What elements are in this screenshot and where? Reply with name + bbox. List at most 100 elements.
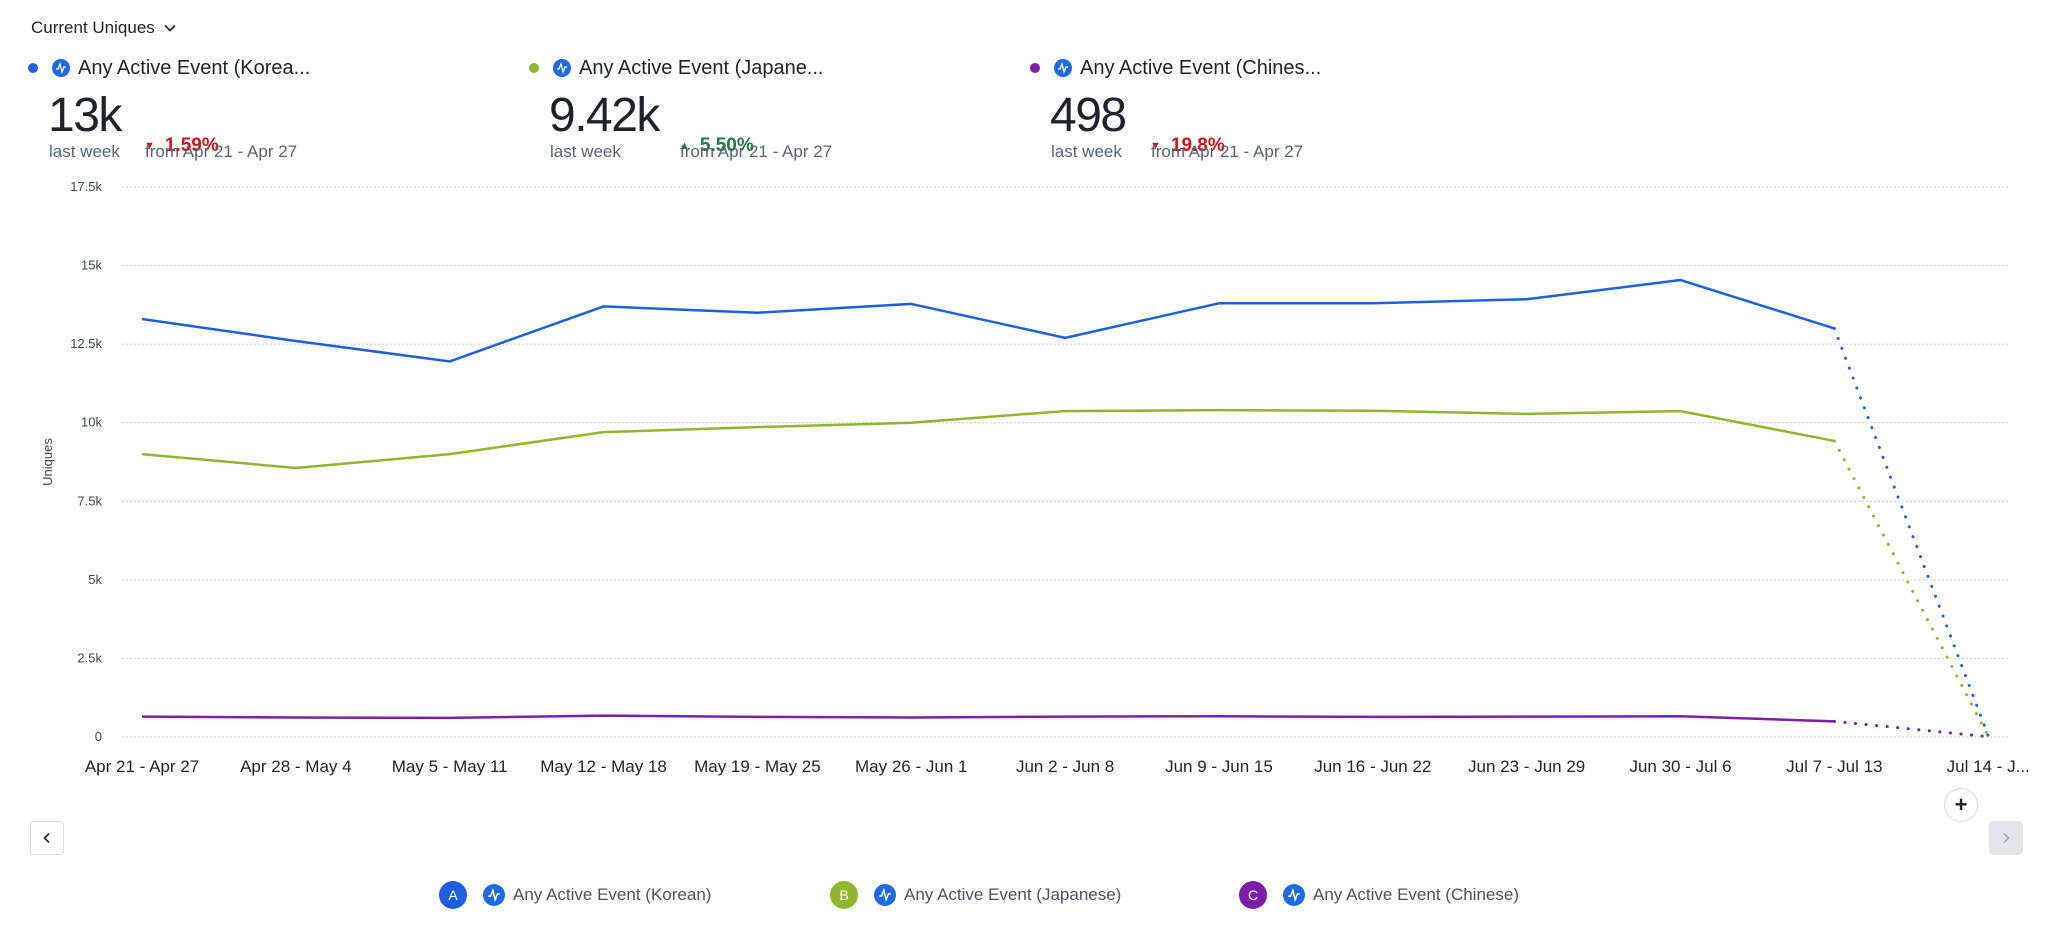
series-incomplete-segment [1832, 719, 1990, 739]
data-point[interactable] [752, 308, 762, 318]
x-tick-label: Jun 23 - Jun 29 [1468, 757, 1585, 776]
legend-item-chinese[interactable]: C Any Active Event (Chinese) [1239, 877, 1519, 913]
kpi-period-label: last week [550, 142, 621, 161]
kpi-period-label: last week [1051, 142, 1122, 161]
series-line[interactable] [141, 408, 1835, 470]
data-point[interactable] [1214, 405, 1224, 415]
kpi-value: 13k [48, 89, 122, 142]
kpi-title: Any Active Event (Korea... [78, 56, 311, 79]
amplitude-event-icon [52, 59, 70, 77]
amplitude-event-icon [483, 884, 505, 906]
y-axis-ticks: 0 2.5k 5k 7.5k 10k 12.5k 15k 17.5k [70, 179, 102, 744]
series-any-active-event-korean[interactable] [137, 275, 1993, 741]
data-point[interactable] [1829, 323, 1839, 333]
data-point[interactable] [752, 712, 762, 722]
data-point[interactable] [1676, 711, 1686, 721]
data-point[interactable] [906, 299, 916, 309]
data-point[interactable] [1522, 294, 1532, 304]
data-point[interactable] [1676, 406, 1686, 416]
data-point[interactable] [445, 449, 455, 459]
data-point[interactable] [291, 463, 301, 473]
kpi-period-label: last week [49, 142, 120, 161]
data-point[interactable] [1829, 436, 1839, 446]
data-point[interactable] [1060, 712, 1070, 722]
x-tick-label: Jun 16 - Jun 22 [1314, 757, 1431, 776]
data-point[interactable] [1983, 732, 1993, 742]
kpi-value: 9.42k [549, 89, 660, 142]
line-chart[interactable]: 0 2.5k 5k 7.5k 10k 12.5k 15k 17.5k Uniques Apr … [0, 170, 2048, 790]
data-point[interactable] [1829, 716, 1839, 726]
next-page-button[interactable] [1989, 821, 2023, 855]
y-tick-label: 0 [95, 729, 102, 744]
add-annotation-button[interactable]: + [1944, 788, 1978, 822]
caret-down-icon: ▼ [1150, 140, 1161, 152]
series-any-active-event-chinese[interactable] [137, 711, 1993, 742]
series-line[interactable] [141, 714, 1835, 723]
amplitude-event-icon [874, 884, 896, 906]
chevron-right-icon [2003, 833, 2010, 843]
data-point[interactable] [1368, 406, 1378, 416]
series-badge: A [439, 881, 467, 909]
y-tick-label: 17.5k [70, 179, 102, 194]
metric-selector-dropdown[interactable]: Current Uniques [31, 16, 177, 40]
data-point[interactable] [1368, 712, 1378, 722]
kpi-delta: ▼ 1.59% [144, 135, 219, 157]
caret-down-icon: ▼ [144, 140, 155, 152]
series-line[interactable] [141, 278, 1835, 363]
previous-page-button[interactable] [30, 821, 64, 855]
x-tick-label: Apr 21 - Apr 27 [85, 757, 199, 776]
data-point[interactable] [906, 418, 916, 428]
kpi-comparison-label: from Apr 21 - Apr 27 [145, 142, 298, 161]
data-point[interactable] [291, 713, 301, 723]
y-tick-label: 5k [88, 572, 102, 587]
x-tick-label: May 5 - May 11 [392, 757, 508, 776]
kpi-title: Any Active Event (Chines... [1080, 56, 1322, 79]
series-color-dot [28, 63, 38, 73]
data-point[interactable] [1214, 711, 1224, 721]
y-tick-label: 7.5k [77, 493, 102, 508]
kpi-delta-value: 19.8% [1170, 135, 1225, 156]
amplitude-event-icon [1283, 884, 1305, 906]
data-point[interactable] [599, 711, 609, 721]
data-point[interactable] [445, 713, 455, 723]
data-point[interactable] [1214, 298, 1224, 308]
data-point[interactable] [1060, 406, 1070, 416]
y-tick-label: 12.5k [70, 336, 102, 351]
data-point[interactable] [291, 336, 301, 346]
data-point[interactable] [906, 713, 916, 723]
x-tick-label: May 26 - Jun 1 [855, 757, 967, 776]
y-tick-label: 2.5k [77, 650, 102, 665]
metric-selector-label: Current Uniques [31, 18, 155, 37]
data-point[interactable] [137, 314, 147, 324]
data-point[interactable] [1522, 409, 1532, 419]
kpi-delta-value: 5.50% [699, 135, 754, 156]
legend-label: Any Active Event (Japanese) [904, 885, 1122, 904]
legend-item-japanese[interactable]: B Any Active Event (Japanese) [830, 877, 1121, 913]
series-incomplete-segment [1832, 439, 1990, 738]
x-axis-ticks: Apr 21 - Apr 27 Apr 28 - May 4 May 5 - May… [85, 757, 2030, 776]
y-axis-label: Uniques [40, 438, 55, 486]
x-tick-label: Jun 2 - Jun 8 [1016, 757, 1114, 776]
kpi-card-chinese: Any Active Event (Chines... 498 ▼ 19.8% … [1030, 54, 1510, 162]
x-tick-label: Jun 9 - Jun 15 [1165, 757, 1273, 776]
series-any-active-event-japanese[interactable] [137, 405, 1993, 741]
data-point[interactable] [1368, 298, 1378, 308]
series-color-dot [529, 63, 539, 73]
kpi-card-japanese: Any Active Event (Japane... 9.42k ▲ 5.50… [529, 54, 1009, 162]
data-point[interactable] [1522, 712, 1532, 722]
data-point[interactable] [599, 427, 609, 437]
x-tick-label: Jul 7 - Jul 13 [1786, 757, 1882, 776]
data-point[interactable] [752, 422, 762, 432]
data-point[interactable] [599, 301, 609, 311]
data-point[interactable] [1676, 275, 1686, 285]
kpi-value: 498 [1050, 89, 1127, 142]
legend-item-korean[interactable]: A Any Active Event (Korean) [439, 877, 711, 913]
data-point[interactable] [1060, 333, 1070, 343]
data-point[interactable] [137, 449, 147, 459]
kpi-delta-value: 1.59% [164, 135, 219, 156]
data-point[interactable] [445, 356, 455, 366]
legend-label: Any Active Event (Korean) [513, 885, 712, 904]
kpi-delta: ▼ 19.8% [1150, 135, 1225, 157]
data-point[interactable] [137, 712, 147, 722]
series-badge: B [830, 881, 858, 909]
